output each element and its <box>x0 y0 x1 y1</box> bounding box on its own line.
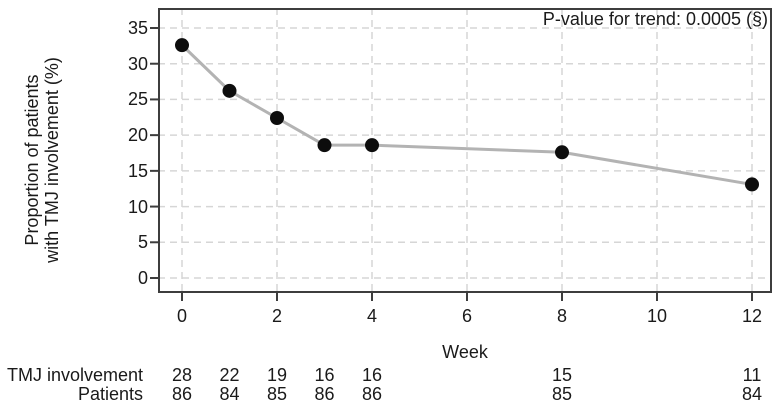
y-tick-label: 10 <box>127 196 148 217</box>
table-row-label: TMJ involvement <box>6 365 143 385</box>
x-tick-label: 0 <box>176 306 188 326</box>
data-point-week-8 <box>555 145 569 160</box>
y-tick-label: 0 <box>137 268 148 288</box>
trend-line <box>180 44 753 186</box>
table-cell: 84 <box>219 384 240 404</box>
x-tick-label: 12 <box>741 306 763 326</box>
y-tick-label: 5 <box>137 232 148 253</box>
table-cell: 19 <box>266 365 288 385</box>
data-point-week-4 <box>365 138 379 153</box>
y-tick-label: 20 <box>127 125 148 146</box>
data-point-week-1 <box>222 83 237 98</box>
table-cell: 86 <box>361 384 383 404</box>
table-cell: 22 <box>219 365 240 385</box>
table-cell: 16 <box>314 365 335 385</box>
plot-border <box>158 8 772 293</box>
table-cell: 86 <box>171 384 193 404</box>
table-cell: 16 <box>361 365 383 385</box>
data-point-week-12 <box>745 177 759 192</box>
x-tick-label: 4 <box>366 306 378 326</box>
table-cell: 85 <box>266 384 288 404</box>
x-axis-title: Week <box>442 342 488 362</box>
table-cell: 84 <box>741 384 763 404</box>
x-tick-label: 10 <box>646 306 668 326</box>
y-tick-label: 25 <box>127 89 148 110</box>
p-value-annotation: P-value for trend: 0.0005 (§) <box>542 9 768 29</box>
x-tick-label: 2 <box>271 306 283 326</box>
y-tick-label: 35 <box>127 18 148 38</box>
data-point-week-0 <box>175 38 189 53</box>
table-cell: 15 <box>551 365 573 385</box>
y-tick-label: 15 <box>127 160 148 181</box>
table-cell: 28 <box>171 365 193 385</box>
x-tick-label: 6 <box>461 306 473 326</box>
table-cell: 11 <box>742 365 762 385</box>
table-row-label: Patients <box>77 384 143 404</box>
table-cell: 85 <box>551 384 573 404</box>
y-tick-label: 30 <box>127 53 148 74</box>
data-point-week-2 <box>270 111 284 125</box>
data-point-week-3 <box>317 138 332 153</box>
x-tick-label: 8 <box>556 306 568 326</box>
table-cell: 86 <box>314 384 335 404</box>
